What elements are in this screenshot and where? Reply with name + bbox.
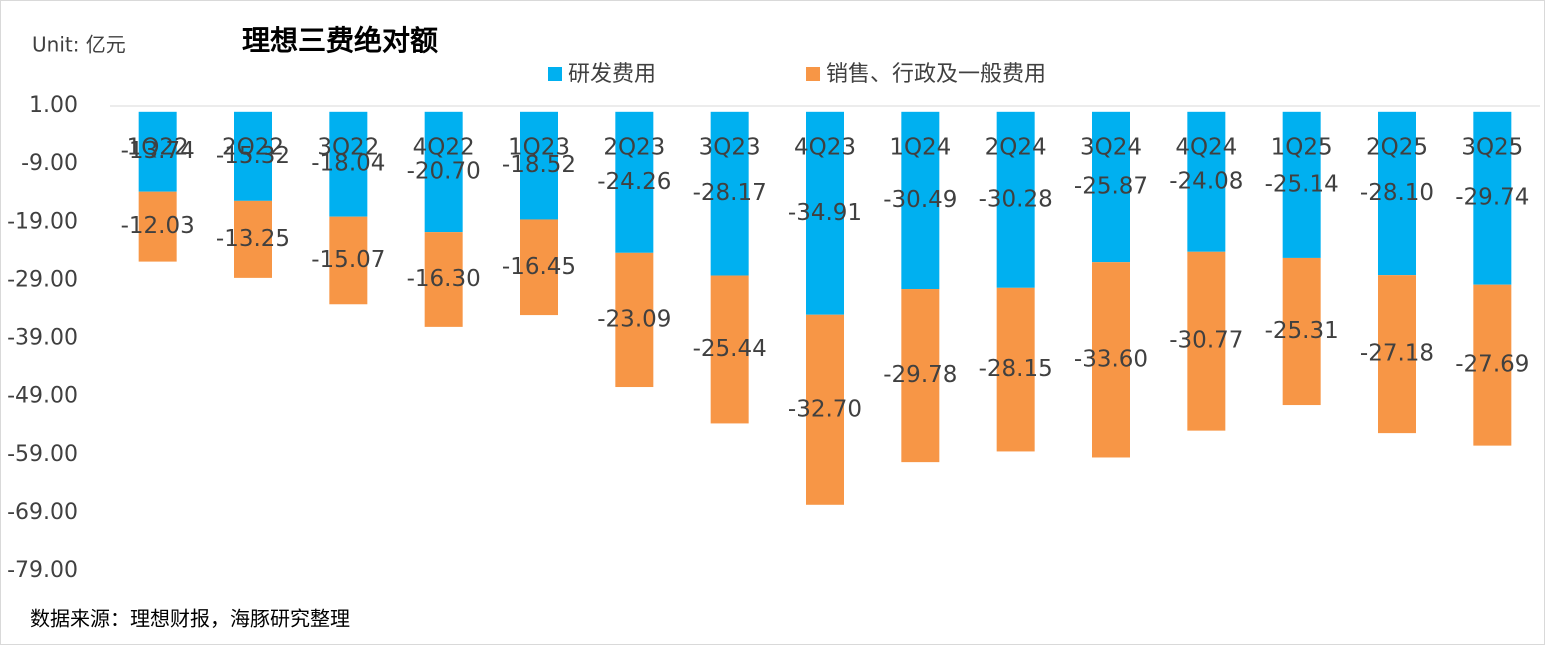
- unit-label: Unit: 亿元: [32, 33, 126, 57]
- data-label: -20.70: [407, 158, 481, 184]
- bar-segment: [901, 289, 940, 463]
- bar-segment: [520, 111, 558, 220]
- bar-segment: [806, 314, 844, 505]
- x-tick-label: 3Q23: [699, 135, 761, 161]
- data-label: -12.03: [121, 213, 195, 239]
- chart-title: 理想三费绝对额: [242, 24, 438, 57]
- bar-segment: [1187, 111, 1226, 252]
- x-tick-label: 2Q23: [603, 135, 665, 161]
- bar-segment: [329, 216, 368, 305]
- data-label: -24.26: [597, 169, 671, 195]
- data-label: -33.60: [1074, 346, 1148, 372]
- bar-segment: [615, 111, 654, 253]
- data-label: -28.17: [693, 180, 767, 206]
- bar-segment: [1378, 275, 1416, 434]
- bar-segment: [1282, 257, 1321, 406]
- bar-segment: [1378, 111, 1416, 276]
- y-tick-label: -9.00: [21, 151, 78, 176]
- data-label: -13.25: [216, 226, 290, 252]
- bar-segment: [424, 232, 463, 327]
- bar-segment: [710, 111, 749, 276]
- bar-segment: [806, 111, 844, 315]
- legend-swatch: [806, 67, 821, 81]
- x-tick-label: 1Q25: [1271, 135, 1333, 161]
- bar-segment: [710, 275, 749, 424]
- data-label: -15.07: [311, 247, 385, 273]
- x-tick-label: 4Q22: [413, 135, 475, 161]
- bar-segment: [615, 252, 654, 388]
- x-tick-label: 2Q25: [1366, 135, 1428, 161]
- legend-label: 销售、行政及一般费用: [826, 62, 1046, 87]
- data-label: -28.15: [979, 356, 1053, 382]
- data-label: -15.32: [216, 143, 290, 169]
- bar-segment: [996, 111, 1035, 288]
- data-label: -29.74: [1455, 185, 1529, 211]
- data-label: -32.70: [788, 396, 862, 422]
- y-tick-label: -39.00: [7, 326, 78, 351]
- y-tick-label: -29.00: [7, 267, 78, 292]
- bar-segment: [234, 111, 272, 201]
- y-tick-label: -19.00: [7, 209, 78, 234]
- bar-segment: [996, 287, 1035, 452]
- bar-segment: [138, 191, 177, 262]
- data-label: -27.69: [1455, 352, 1529, 378]
- bar-segment: [234, 200, 272, 278]
- data-label: -16.45: [502, 254, 576, 280]
- bar-segment: [424, 111, 463, 233]
- y-tick-label: 1.00: [29, 93, 78, 118]
- data-label: -18.52: [502, 152, 576, 178]
- bar-segment: [1092, 111, 1130, 263]
- x-tick-label: 4Q23: [794, 135, 856, 161]
- y-tick-label: -49.00: [7, 384, 78, 409]
- data-label: -25.87: [1074, 173, 1148, 199]
- x-tick-label: 2Q22: [222, 135, 284, 161]
- bar-segment: [1473, 284, 1512, 446]
- x-tick-label: 1Q23: [508, 135, 570, 161]
- y-tick-label: -79.00: [7, 558, 78, 583]
- x-tick-label: 1Q22: [127, 135, 189, 161]
- data-label: -25.14: [1265, 171, 1339, 197]
- source-note: 数据来源：理想财报，海豚研究整理: [30, 607, 350, 631]
- data-label: -13.74: [121, 138, 195, 164]
- x-tick-label: 3Q22: [317, 135, 379, 161]
- x-tick-label: 3Q25: [1461, 135, 1523, 161]
- data-label: -18.04: [311, 151, 385, 177]
- x-tick-label: 3Q24: [1080, 135, 1142, 161]
- bar-segment: [1282, 111, 1321, 258]
- x-tick-label: 2Q24: [985, 135, 1047, 161]
- y-tick-label: -69.00: [7, 500, 78, 525]
- data-label: -27.18: [1360, 341, 1434, 367]
- x-tick-label: 4Q24: [1175, 135, 1237, 161]
- x-tick-label: 1Q24: [889, 135, 951, 161]
- data-label: -30.77: [1169, 328, 1243, 354]
- data-label: -30.49: [883, 187, 957, 213]
- data-label: -16.30: [407, 266, 481, 292]
- bar-segment: [329, 111, 368, 217]
- bar-segment: [520, 219, 558, 316]
- data-label: -28.10: [1360, 180, 1434, 206]
- data-label: -25.44: [693, 336, 767, 362]
- y-tick-label: -59.00: [7, 442, 78, 467]
- legend-label: 研发费用: [568, 62, 656, 87]
- bar-segment: [901, 111, 940, 290]
- bar-segment: [1092, 262, 1130, 458]
- data-label: -25.31: [1265, 318, 1339, 344]
- data-label: -23.09: [597, 306, 671, 332]
- legend-swatch: [548, 67, 562, 81]
- bar-segment: [1187, 251, 1226, 431]
- data-label: -24.08: [1169, 168, 1243, 194]
- data-label: -29.78: [883, 362, 957, 388]
- bar-segment: [138, 111, 177, 192]
- data-label: -34.91: [788, 200, 862, 226]
- bar-segment: [1473, 111, 1512, 285]
- data-label: -30.28: [979, 186, 1053, 212]
